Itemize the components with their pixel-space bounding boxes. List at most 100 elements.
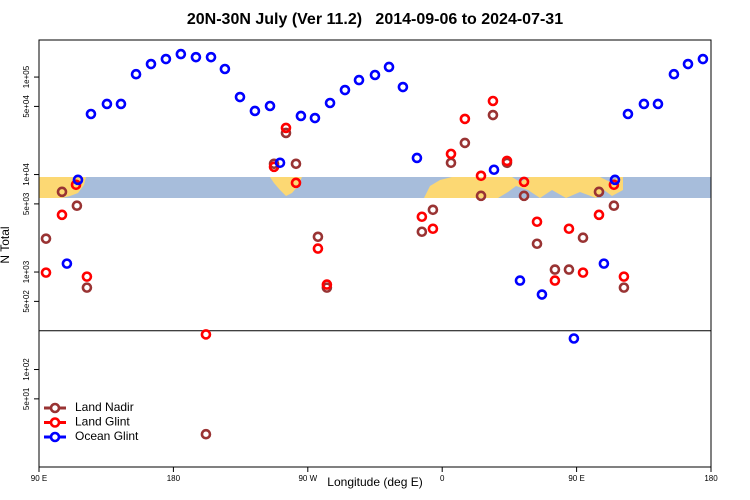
point <box>475 190 487 202</box>
point <box>475 170 487 182</box>
point <box>618 282 630 293</box>
point <box>416 211 428 223</box>
point <box>295 110 307 122</box>
y-tick-label: 5e+04 <box>22 95 31 118</box>
point <box>115 98 127 110</box>
point <box>249 105 261 117</box>
y-tick-label: 1e+02 <box>22 358 31 381</box>
point <box>518 176 530 188</box>
point <box>145 58 157 70</box>
y-tick-label: 5e+03 <box>22 192 31 215</box>
x-tick-label: 90 E <box>568 474 584 483</box>
legend-label: Land Glint <box>75 415 130 429</box>
x-tick-label: 180 <box>704 474 718 483</box>
point <box>416 226 428 238</box>
point <box>234 91 246 103</box>
point <box>531 238 543 250</box>
x-tick-label: 90 E <box>31 474 47 483</box>
point <box>309 112 321 124</box>
point <box>72 174 84 186</box>
point <box>200 329 212 340</box>
point <box>85 108 97 120</box>
point <box>324 97 336 109</box>
y-axis-label: N Total <box>0 226 12 263</box>
point <box>427 223 439 235</box>
point <box>531 216 543 228</box>
point <box>487 109 499 121</box>
point <box>160 53 172 65</box>
point <box>101 98 113 110</box>
point <box>487 95 499 107</box>
point <box>563 223 575 235</box>
point <box>563 264 575 275</box>
point <box>353 74 365 86</box>
point <box>549 275 561 286</box>
legend-marker <box>49 402 61 414</box>
point <box>274 157 286 169</box>
point <box>598 258 610 269</box>
point <box>618 271 630 282</box>
point <box>488 164 500 176</box>
point <box>622 108 634 120</box>
point <box>514 275 526 286</box>
point <box>577 232 589 244</box>
legend-label: Ocean Glint <box>75 429 139 443</box>
point <box>608 200 620 212</box>
point <box>81 282 93 293</box>
legend-marker <box>49 431 61 443</box>
plot-frame <box>38 39 712 468</box>
point <box>280 122 292 134</box>
point <box>190 51 202 63</box>
point <box>568 333 580 344</box>
point <box>81 271 93 282</box>
legend-marker <box>49 417 61 428</box>
point <box>427 204 439 216</box>
x-tick-label: 0 <box>440 474 445 483</box>
point <box>40 233 52 244</box>
point <box>200 428 212 440</box>
point <box>312 231 324 243</box>
point <box>56 209 68 221</box>
point <box>40 267 52 278</box>
point <box>445 148 457 160</box>
point <box>697 53 709 65</box>
point <box>549 264 561 275</box>
point <box>71 200 83 212</box>
y-tick-label: 5e+02 <box>22 290 31 313</box>
point <box>459 113 471 125</box>
point <box>321 279 333 290</box>
point <box>593 186 605 198</box>
point <box>411 152 423 164</box>
point <box>339 84 351 96</box>
point <box>638 98 650 110</box>
y-tick-label: 1e+05 <box>22 65 31 88</box>
point <box>682 58 694 70</box>
point <box>536 289 548 300</box>
x-tick-label: 90 W <box>298 474 317 483</box>
point <box>205 51 217 63</box>
point <box>668 68 680 80</box>
point <box>577 267 589 278</box>
point <box>264 100 276 112</box>
point <box>609 174 621 186</box>
legend-label: Land Nadir <box>75 400 134 414</box>
y-tick-label: 1e+03 <box>22 260 31 283</box>
point <box>501 155 513 167</box>
point <box>70 179 82 191</box>
chart-title: 20N-30N July (Ver 11.2) 2014-09-06 to 20… <box>187 11 563 28</box>
point <box>56 186 68 198</box>
point <box>369 69 381 81</box>
point <box>445 157 457 169</box>
point <box>608 179 620 191</box>
point <box>459 137 471 149</box>
y-tick-label: 1e+04 <box>22 163 31 186</box>
point <box>312 243 324 254</box>
point <box>290 158 302 170</box>
point <box>290 177 302 189</box>
x-axis-label: Longitude (deg E) <box>327 475 422 489</box>
point <box>518 190 530 202</box>
point <box>219 63 231 75</box>
y-tick-label: 5e+01 <box>22 387 31 410</box>
point <box>383 61 395 73</box>
